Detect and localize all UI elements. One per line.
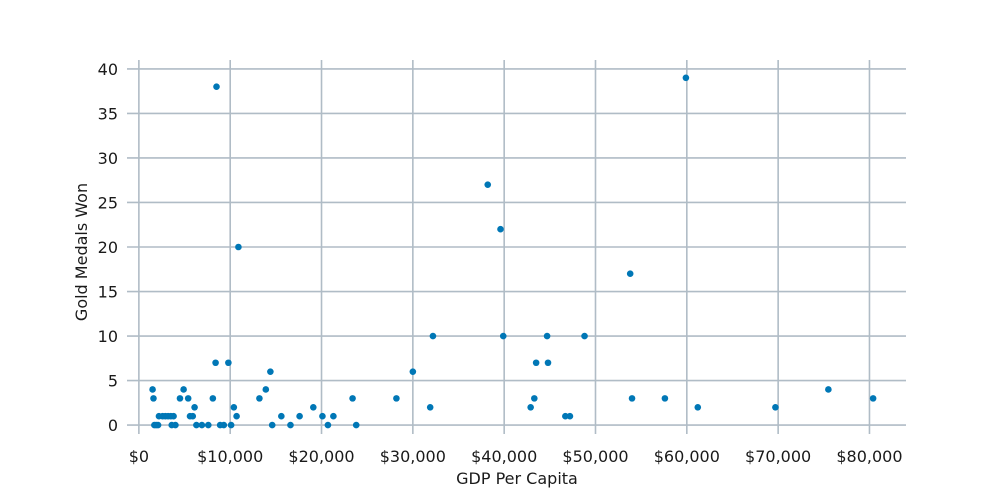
scatter-point — [310, 403, 317, 411]
points-layer — [149, 74, 877, 429]
scatter-point — [393, 395, 400, 402]
scatter-point — [154, 421, 162, 429]
scatter-point — [532, 359, 540, 367]
scatter-point — [825, 386, 832, 393]
x-tick-label: $20,000 — [288, 447, 354, 466]
y-tick-labels: 0 5 10 15 20 25 30 35 40 — [98, 60, 118, 435]
y-tick-label: 20 — [98, 238, 118, 257]
y-tick-label: 15 — [98, 283, 118, 302]
scatter-point — [324, 421, 332, 429]
scatter-point — [429, 332, 437, 340]
scatter-point — [349, 395, 356, 402]
scatter-point — [212, 359, 219, 367]
scatter-point — [661, 395, 669, 402]
x-tick-label: $70,000 — [745, 447, 811, 466]
scatter-point — [227, 421, 235, 429]
scatter-point — [527, 403, 534, 411]
scatter-point — [319, 412, 326, 420]
scatter-point — [268, 421, 276, 429]
scatter-point — [869, 395, 877, 402]
scatter-point — [694, 403, 702, 411]
scatter-point — [296, 412, 303, 420]
scatter-point — [426, 403, 434, 411]
y-tick-label: 25 — [98, 193, 118, 212]
scatter-point — [209, 395, 217, 402]
scatter-point — [198, 421, 206, 429]
y-axis-label: Gold Medals Won — [72, 183, 91, 321]
y-tick-label: 30 — [98, 149, 118, 168]
scatter-point — [628, 395, 636, 402]
scatter-point — [484, 181, 492, 188]
scatter-point — [566, 412, 574, 420]
scatter-point — [191, 403, 198, 411]
y-tick-label: 10 — [98, 327, 118, 346]
scatter-point — [176, 395, 184, 402]
scatter-point — [230, 403, 238, 411]
scatter-point — [352, 421, 360, 429]
scatter-point — [267, 368, 274, 375]
scatter-point — [150, 395, 157, 402]
scatter-point — [189, 412, 197, 420]
scatter-point — [184, 395, 192, 402]
x-tick-labels: $0 $10,000 $20,000 $30,000 $40,000 $50,000 $60… — [129, 447, 903, 466]
scatter-point — [149, 386, 156, 393]
scatter-point — [235, 243, 242, 251]
grid-layer — [127, 60, 906, 434]
scatter-point — [544, 359, 552, 367]
scatter-point — [497, 225, 504, 233]
scatter-point — [213, 83, 220, 91]
scatter-point — [220, 421, 228, 429]
scatter-point — [170, 412, 177, 420]
y-tick-label: 35 — [98, 104, 118, 123]
scatter-point — [225, 359, 232, 367]
scatter-point — [330, 412, 337, 420]
y-tick-label: 0 — [108, 416, 118, 435]
scatter-point — [287, 421, 294, 429]
y-tick-label: 40 — [98, 60, 118, 79]
x-tick-label: $80,000 — [836, 447, 902, 466]
x-axis-label: GDP Per Capita — [456, 469, 578, 488]
scatter-point — [543, 332, 551, 340]
x-tick-label: $30,000 — [380, 447, 446, 466]
x-tick-label: $10,000 — [197, 447, 263, 466]
x-tick-label: $0 — [129, 447, 149, 466]
scatter-point — [581, 332, 588, 340]
scatter-point — [193, 421, 200, 429]
scatter-point — [531, 395, 538, 402]
scatter-point — [682, 74, 690, 82]
x-tick-label: $60,000 — [654, 447, 720, 466]
scatter-point — [204, 421, 212, 429]
scatter-point — [233, 412, 240, 420]
scatter-point — [278, 412, 285, 420]
scatter-point — [180, 386, 187, 393]
scatter-point — [256, 395, 263, 402]
scatter-point — [262, 386, 270, 393]
scatter-point — [562, 412, 569, 420]
scatter-point — [172, 421, 179, 429]
scatter-point — [626, 270, 634, 278]
scatter-point — [499, 332, 507, 340]
scatter-point — [772, 403, 779, 411]
x-tick-label: $40,000 — [471, 447, 537, 466]
y-tick-label: 5 — [108, 372, 118, 391]
scatter-point — [409, 368, 417, 375]
x-tick-label: $50,000 — [562, 447, 628, 466]
